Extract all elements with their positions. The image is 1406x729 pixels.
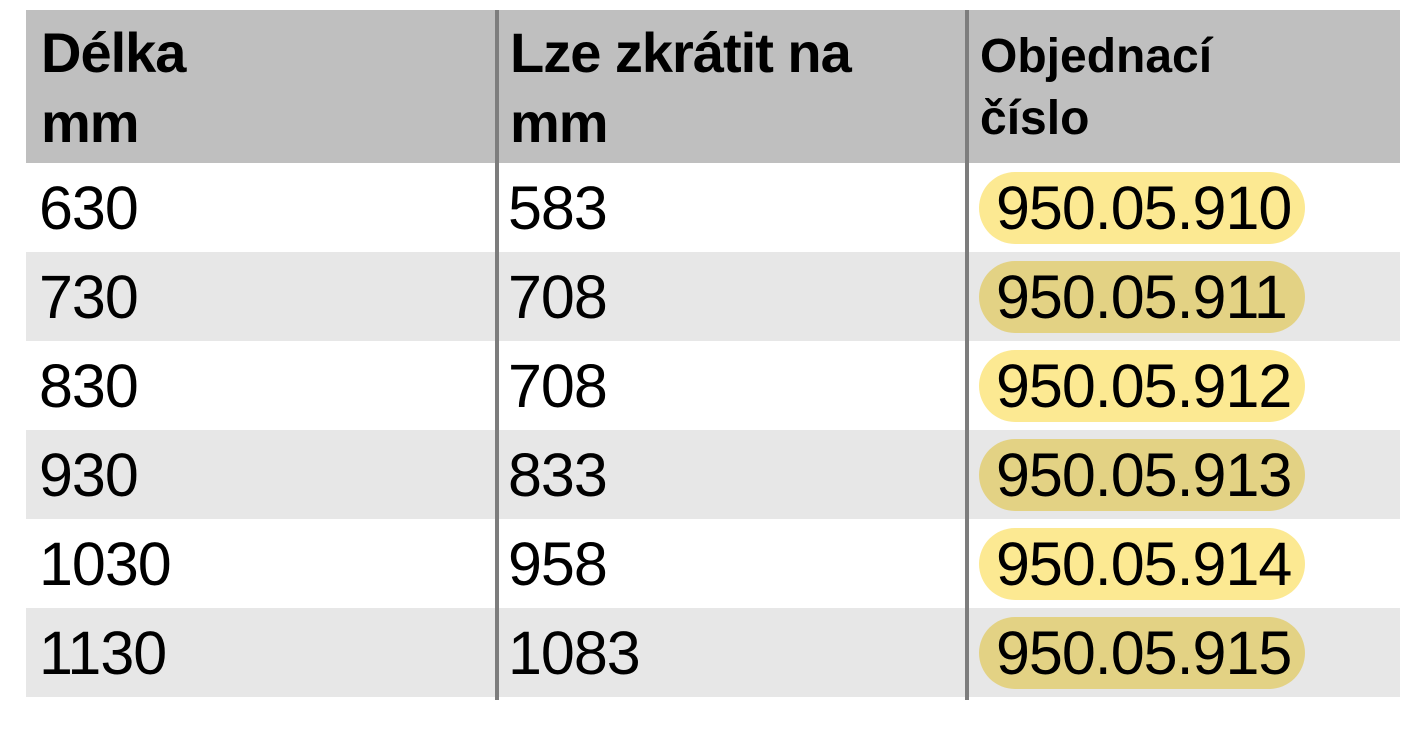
column-header-order-number-line2: číslo xyxy=(980,92,1090,145)
column-header-length-line1: Délka xyxy=(41,21,186,84)
order-number-highlight: 950.05.913 xyxy=(979,438,1305,511)
table-row: 930 833 950.05.913 xyxy=(26,430,1400,519)
table-row: 830 708 950.05.912 xyxy=(26,341,1400,430)
size-order-table: Délka mm Lze zkrátit na mm Objednací čís… xyxy=(26,10,1400,700)
column-header-order-number: Objednací číslo xyxy=(965,10,1400,163)
order-number-cell: 950.05.911 xyxy=(965,252,1400,341)
length-cell: 630 xyxy=(39,173,139,242)
shorten-cell: 833 xyxy=(508,440,608,509)
order-number-highlight: 950.05.914 xyxy=(979,527,1305,600)
shorten-cell: 1083 xyxy=(508,618,641,687)
table-row: 730 708 950.05.911 xyxy=(26,252,1400,341)
column-divider-2 xyxy=(965,10,969,700)
order-number-highlight: 950.05.912 xyxy=(979,349,1305,422)
order-number-cell: 950.05.915 xyxy=(965,608,1400,697)
order-number-cell: 950.05.913 xyxy=(965,430,1400,519)
length-cell: 830 xyxy=(39,351,139,420)
order-number-cell: 950.05.912 xyxy=(965,341,1400,430)
length-cell: 730 xyxy=(39,262,139,331)
shorten-cell: 583 xyxy=(508,173,608,242)
table-row: 1030 958 950.05.914 xyxy=(26,519,1400,608)
order-number-highlight: 950.05.910 xyxy=(979,171,1305,244)
length-cell: 1030 xyxy=(39,529,172,598)
length-cell: 1130 xyxy=(39,618,167,687)
order-number-highlight: 950.05.915 xyxy=(979,616,1305,689)
column-divider-1 xyxy=(495,10,499,700)
column-header-order-number-line1: Objednací xyxy=(980,30,1213,83)
shorten-cell: 958 xyxy=(508,529,608,598)
order-number-cell: 950.05.914 xyxy=(965,519,1400,608)
table-row: 630 583 950.05.910 xyxy=(26,163,1400,252)
column-header-shorten: Lze zkrátit na mm xyxy=(495,10,965,163)
column-header-length: Délka mm xyxy=(26,10,495,163)
order-number-cell: 950.05.910 xyxy=(965,163,1400,252)
shorten-cell: 708 xyxy=(508,262,608,331)
table-row: 1130 1083 950.05.915 xyxy=(26,608,1400,697)
table-header-row: Délka mm Lze zkrátit na mm Objednací čís… xyxy=(26,10,1400,163)
column-header-length-line2: mm xyxy=(41,91,140,154)
column-header-shorten-line1: Lze zkrátit na xyxy=(510,21,852,84)
length-cell: 930 xyxy=(39,440,139,509)
column-header-shorten-line2: mm xyxy=(510,91,609,154)
order-number-highlight: 950.05.911 xyxy=(979,260,1305,333)
shorten-cell: 708 xyxy=(508,351,608,420)
